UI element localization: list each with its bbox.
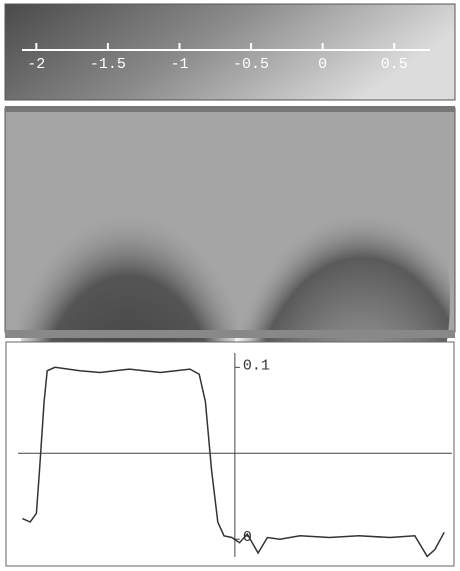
tick-label: 0 bbox=[243, 529, 252, 546]
tick-label: -0.5 bbox=[233, 56, 269, 73]
tick-label: 0.1 bbox=[243, 357, 270, 374]
tick-label: -2 bbox=[27, 56, 45, 73]
data-line bbox=[22, 366, 445, 558]
tick-label: 0.5 bbox=[381, 56, 408, 73]
divider bbox=[5, 330, 455, 338]
divider bbox=[5, 106, 455, 112]
tick-label: 0 bbox=[318, 56, 327, 73]
plot-panel bbox=[5, 341, 455, 567]
tick-label: -1.5 bbox=[90, 56, 126, 73]
tick-label: -1 bbox=[170, 56, 188, 73]
scale-panel bbox=[4, 3, 456, 101]
